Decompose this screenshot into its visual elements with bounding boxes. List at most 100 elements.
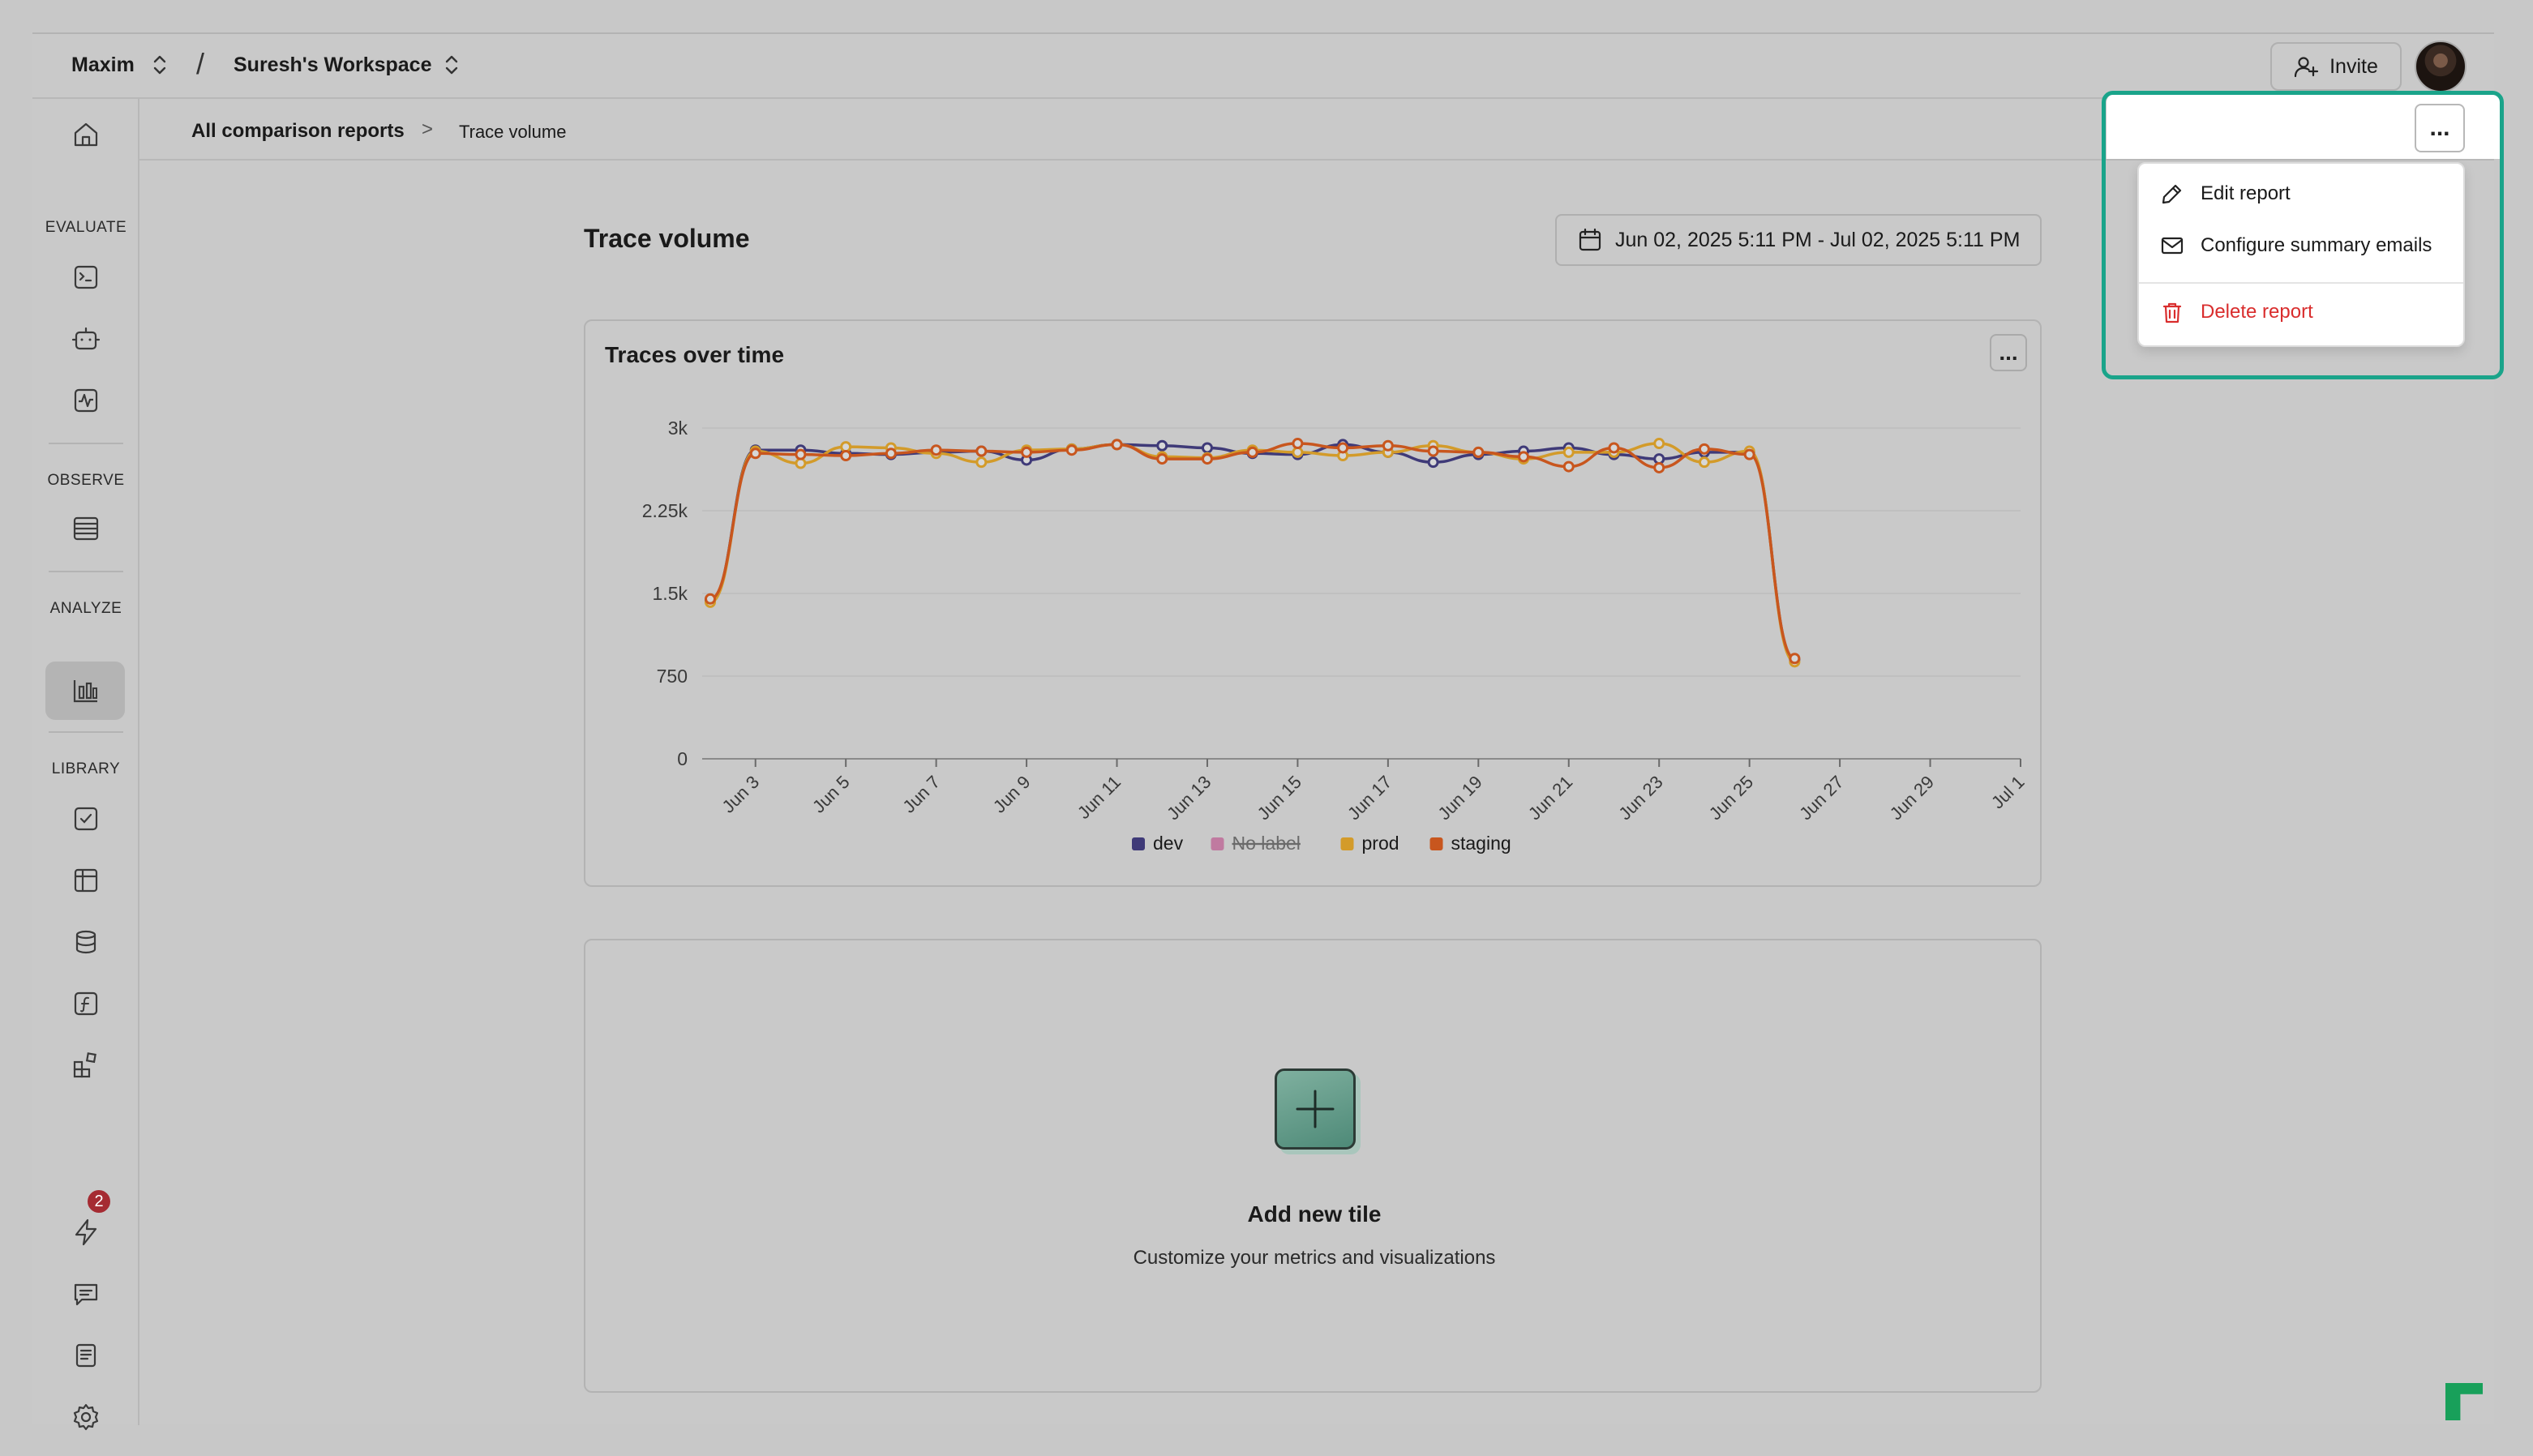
sidebar-item-settings[interactable] (68, 1399, 104, 1435)
sidebar-item-docs[interactable] (68, 1338, 104, 1373)
chart-menu-button[interactable]: ... (1990, 334, 2027, 371)
data-point-prod (1292, 446, 1304, 458)
breadcrumb-slash: / (196, 47, 205, 80)
add-tile-subtitle: Customize your metrics and visualization… (1133, 1247, 1496, 1269)
checkbox-icon (74, 807, 98, 831)
data-point-staging (1021, 446, 1033, 458)
menu-item-delete-report[interactable]: Delete report (2160, 300, 2313, 324)
data-point-staging (795, 448, 807, 460)
sidebar: EVALUATE OBSERVE ANALYZE LIBRARY (32, 99, 139, 1431)
data-point-staging (1789, 653, 1801, 665)
data-point-dev (1427, 456, 1439, 469)
add-tile-card[interactable]: Add new tile Customize your metrics and … (584, 939, 2042, 1393)
data-point-staging (1065, 444, 1078, 456)
sidebar-item-alerts[interactable] (68, 1214, 104, 1250)
x-tick-label: Jun 27 (1795, 772, 1847, 824)
chevron-right-icon: > (422, 118, 434, 140)
plus-icon (1296, 1090, 1335, 1128)
x-tick-label: Jun 3 (718, 772, 764, 817)
date-range-picker[interactable]: Jun 02, 2025 5:11 PM - Jul 02, 2025 5:11… (1555, 214, 2042, 266)
mail-icon (2161, 237, 2184, 255)
function-icon (74, 991, 98, 1016)
data-point-staging (1518, 451, 1530, 463)
data-point-dev (1653, 453, 1665, 465)
sidebar-divider (49, 731, 123, 733)
legend-label: prod (1362, 833, 1399, 854)
menu-item-edit-label: Edit report (2201, 182, 2291, 204)
data-point-staging (840, 450, 852, 461)
y-tick-label: 3k (668, 418, 688, 439)
sidebar-divider (49, 443, 123, 444)
data-point-staging (1382, 439, 1394, 452)
x-tick-label: Jun 13 (1163, 772, 1215, 824)
data-point-staging (975, 445, 988, 457)
org-switcher-chevron-icon[interactable] (149, 52, 170, 78)
data-point-staging (930, 444, 942, 456)
sidebar-item-prompts[interactable] (68, 259, 104, 295)
data-point-staging (1292, 438, 1304, 450)
legend-label: staging (1451, 833, 1511, 854)
message-icon (74, 1283, 98, 1306)
user-plus-icon (2295, 57, 2319, 78)
x-tick-label: Jun 15 (1254, 772, 1305, 824)
sidebar-item-logs[interactable] (68, 511, 104, 546)
sidebar-item-tasks[interactable] (68, 801, 104, 837)
x-tick-label: Jun 23 (1614, 772, 1666, 824)
x-tick-label: Jun 25 (1705, 772, 1757, 824)
sidebar-item-evaluators[interactable] (68, 383, 104, 418)
menu-divider (2139, 282, 2463, 284)
sidebar-section-analyze: ANALYZE (49, 600, 122, 617)
data-point-staging (1156, 453, 1168, 465)
database-icon (75, 930, 96, 954)
org-switcher[interactable]: Maxim (71, 54, 135, 76)
table-icon (74, 868, 98, 893)
breadcrumb-all-reports-link[interactable]: All comparison reports (191, 120, 405, 142)
sidebar-item-datasets-table[interactable] (68, 863, 104, 898)
data-point-dev (1156, 439, 1168, 452)
invite-label: Invite (2329, 54, 2378, 78)
traces-line-chart: 0 750 1.5k 2.25k 3k Jun 3 Jun 5 Jun 7 Jun 9 Jun 1… (642, 418, 2029, 854)
report-more-button[interactable]: ... (2415, 104, 2465, 152)
menu-item-edit-report[interactable]: Edit report (2160, 182, 2291, 206)
app-window: Maxim / Suresh's Workspace Invite EVALUA… (32, 32, 2494, 1431)
breadcrumb: All comparison reports > Trace volume (139, 99, 2494, 161)
series-line-staging (709, 442, 1796, 660)
blocks-icon (73, 1052, 96, 1078)
x-tick-label: Jul 1 (1987, 772, 2029, 813)
legend-label: dev (1153, 833, 1184, 854)
chart-title: Traces over time (605, 342, 785, 367)
x-tick-label: Jun 7 (898, 772, 944, 817)
add-tile-title: Add new tile (1247, 1201, 1382, 1227)
sidebar-item-agents[interactable] (68, 321, 104, 357)
chart-tile: Traces over time ... 0 750 1.5k 2.25k 3k Jun … (584, 319, 2042, 887)
series-line-dev (709, 443, 1796, 662)
menu-item-configure-emails[interactable]: Configure summary emails (2160, 233, 2432, 258)
workspace-switcher[interactable]: Suresh's Workspace (234, 54, 432, 76)
sidebar-item-functions[interactable] (68, 986, 104, 1021)
top-bar: Maxim / Suresh's Workspace Invite (32, 34, 2494, 99)
sidebar-item-feedback[interactable] (68, 1276, 104, 1312)
terminal-icon (74, 265, 98, 289)
data-point-staging (885, 448, 897, 460)
legend-swatch (1340, 837, 1354, 850)
sidebar-item-reports[interactable] (68, 673, 104, 709)
add-tile-button[interactable] (1275, 1068, 1356, 1150)
invite-button[interactable]: Invite (2270, 42, 2402, 91)
bar-chart-icon (73, 680, 97, 703)
sidebar-section-evaluate: EVALUATE (45, 219, 127, 236)
legend-swatch (1429, 837, 1443, 850)
sidebar-item-data-sources[interactable] (68, 924, 104, 960)
activity-icon (74, 388, 98, 413)
sidebar-item-home[interactable] (68, 117, 104, 152)
log-table-icon (73, 516, 99, 541)
lightning-icon (75, 1218, 97, 1246)
sidebar-divider (49, 571, 123, 572)
y-tick-label: 1.5k (653, 583, 688, 604)
menu-item-delete-label: Delete report (2201, 301, 2313, 323)
sidebar-item-integrations[interactable] (68, 1047, 104, 1083)
user-avatar[interactable] (2415, 41, 2467, 92)
sidebar-active-highlight (45, 662, 125, 720)
focus-highlight-frame (2102, 91, 2504, 379)
workspace-switcher-chevron-icon[interactable] (441, 52, 462, 78)
data-point-staging (1246, 446, 1258, 458)
